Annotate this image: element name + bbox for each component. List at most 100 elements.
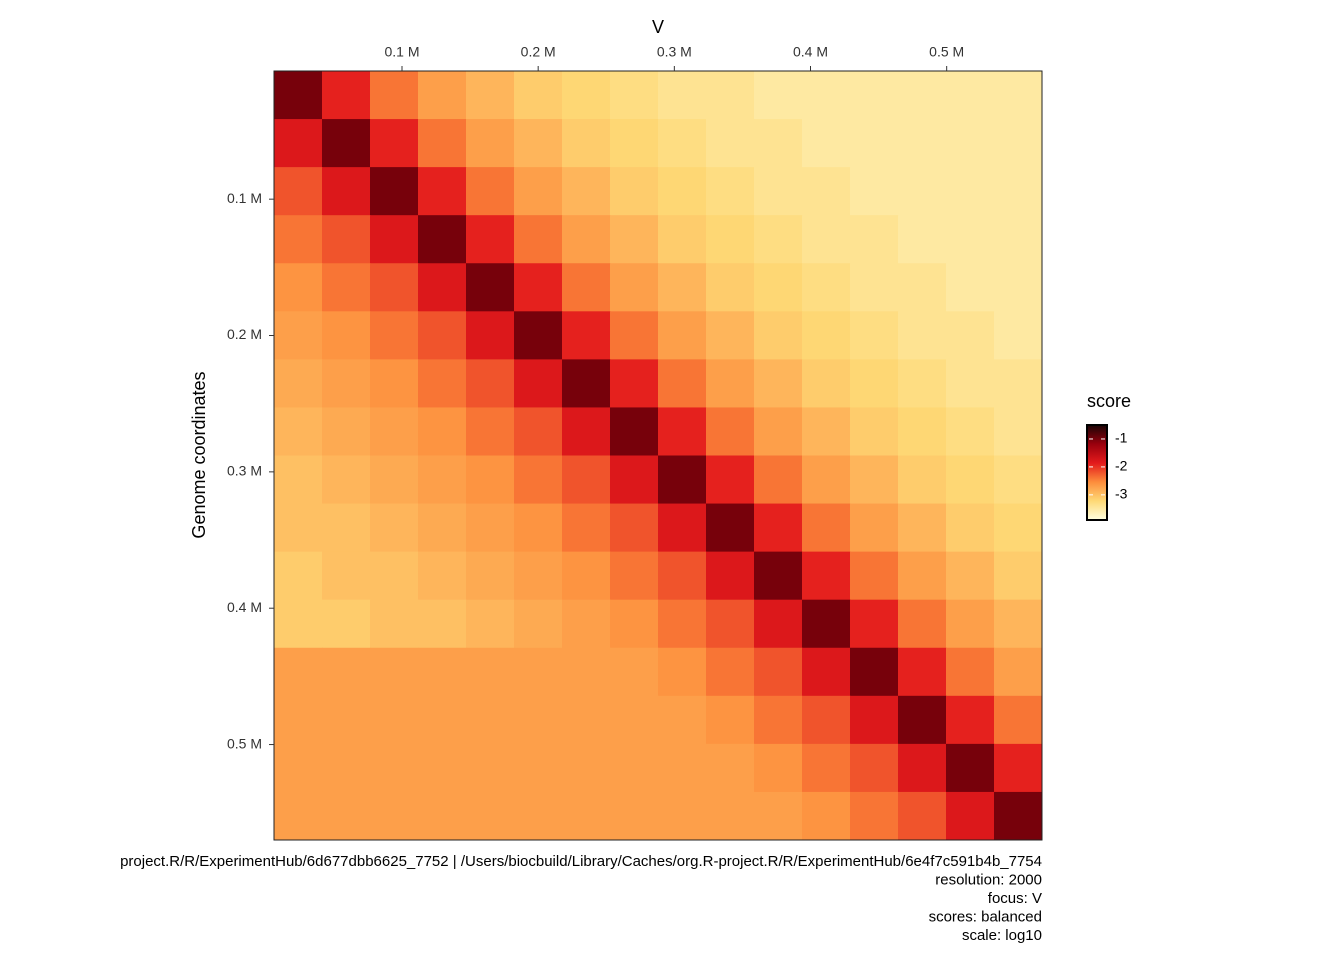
- heatmap-cell: [322, 647, 371, 697]
- heatmap-cell: [610, 551, 659, 601]
- heatmap-cell: [370, 647, 419, 697]
- heatmap-cell: [994, 503, 1043, 553]
- heatmap-cell: [658, 503, 707, 553]
- colorbar-tick-label: -2: [1115, 458, 1128, 474]
- caption-line: resolution: 2000: [935, 871, 1042, 888]
- heatmap-cell: [706, 503, 755, 553]
- heatmap-cell: [418, 119, 467, 168]
- heatmap-cell: [322, 359, 371, 408]
- heatmap-cell: [370, 503, 419, 553]
- heatmap-cell: [754, 503, 803, 553]
- caption-line: project.R/R/ExperimentHub/6d677dbb6625_7…: [120, 853, 1042, 870]
- heatmap-cell: [706, 359, 755, 408]
- heatmap-cell: [418, 167, 467, 216]
- chart-title: V: [652, 17, 664, 37]
- heatmap-cell: [802, 119, 851, 168]
- heatmap-cell: [706, 311, 755, 360]
- heatmap-cell: [610, 311, 659, 360]
- heatmap-cell: [370, 119, 419, 168]
- heatmap-cell: [850, 455, 899, 505]
- heatmap-cell: [514, 743, 563, 793]
- heatmap-cell: [274, 455, 323, 505]
- heatmap-cell: [466, 743, 515, 793]
- heatmap-cell: [370, 311, 419, 360]
- heatmap-cell: [562, 119, 611, 168]
- heatmap-cell: [754, 695, 803, 745]
- heatmap-cell: [802, 791, 851, 841]
- heatmap-cell: [850, 791, 899, 841]
- heatmap-cell: [370, 455, 419, 505]
- heatmap-cell: [946, 263, 995, 312]
- heatmap-cell: [802, 599, 851, 649]
- heatmap-cell: [322, 167, 371, 216]
- heatmap-cell: [898, 215, 947, 264]
- heatmap-cell: [466, 407, 515, 456]
- heatmap-cell: [802, 551, 851, 601]
- heatmap-cell: [610, 455, 659, 505]
- heatmap-cell: [514, 503, 563, 553]
- heatmap-cell: [706, 551, 755, 601]
- heatmap-cell: [658, 71, 707, 120]
- heatmap-cell: [946, 743, 995, 793]
- heatmap-cell: [418, 503, 467, 553]
- heatmap-cell: [610, 503, 659, 553]
- heatmap-cell: [754, 359, 803, 408]
- heatmap-cell: [562, 551, 611, 601]
- heatmap-cell: [322, 215, 371, 264]
- heatmap-cell: [946, 359, 995, 408]
- heatmap-cell: [754, 71, 803, 120]
- heatmap-cell: [994, 359, 1043, 408]
- heatmap-cell: [322, 407, 371, 456]
- heatmap-cell: [466, 263, 515, 312]
- heatmap-cell: [370, 791, 419, 841]
- heatmap-cell: [850, 599, 899, 649]
- heatmap-cell: [994, 743, 1043, 793]
- heatmap-cell: [562, 311, 611, 360]
- heatmap-cell: [754, 407, 803, 456]
- heatmap-cell: [418, 695, 467, 745]
- heatmap-cell: [898, 71, 947, 120]
- heatmap-cell: [466, 455, 515, 505]
- heatmap-cell: [370, 167, 419, 216]
- y-tick-label: 0.1 M: [227, 190, 262, 206]
- heatmap-cell: [466, 359, 515, 408]
- heatmap-cell: [946, 503, 995, 553]
- heatmap-cell: [994, 599, 1043, 649]
- heatmap-cell: [274, 119, 323, 168]
- heatmap-cell: [322, 311, 371, 360]
- heatmap-cell: [850, 551, 899, 601]
- heatmap-cell: [658, 359, 707, 408]
- heatmap-cell: [946, 455, 995, 505]
- heatmap-cell: [466, 647, 515, 697]
- heatmap-cell: [754, 119, 803, 168]
- heatmap-cell: [898, 407, 947, 456]
- heatmap-cell: [562, 215, 611, 264]
- heatmap-cell: [274, 263, 323, 312]
- heatmap-cell: [418, 743, 467, 793]
- heatmap-cell: [610, 407, 659, 456]
- heatmap-cell: [466, 119, 515, 168]
- heatmap-cell: [322, 119, 371, 168]
- heatmap-cell: [562, 167, 611, 216]
- heatmap-cell: [370, 359, 419, 408]
- heatmap-cell: [898, 791, 947, 841]
- heatmap-cell: [562, 791, 611, 841]
- heatmap-cell: [898, 599, 947, 649]
- heatmap-cell: [274, 311, 323, 360]
- heatmap-cell: [898, 503, 947, 553]
- plot-frame: [273, 70, 1043, 841]
- heatmap-cell: [802, 455, 851, 505]
- heatmap-cell: [322, 71, 371, 120]
- heatmap-cell: [850, 71, 899, 120]
- heatmap-cell: [658, 695, 707, 745]
- heatmap-cell: [274, 215, 323, 264]
- caption-line: focus: V: [988, 890, 1042, 907]
- heatmap-cell: [274, 743, 323, 793]
- heatmap-cell: [802, 71, 851, 120]
- heatmap-cell: [514, 791, 563, 841]
- heatmap-cell: [946, 695, 995, 745]
- heatmap-cell: [946, 119, 995, 168]
- heatmap-cell: [274, 359, 323, 408]
- heatmap-cell: [610, 263, 659, 312]
